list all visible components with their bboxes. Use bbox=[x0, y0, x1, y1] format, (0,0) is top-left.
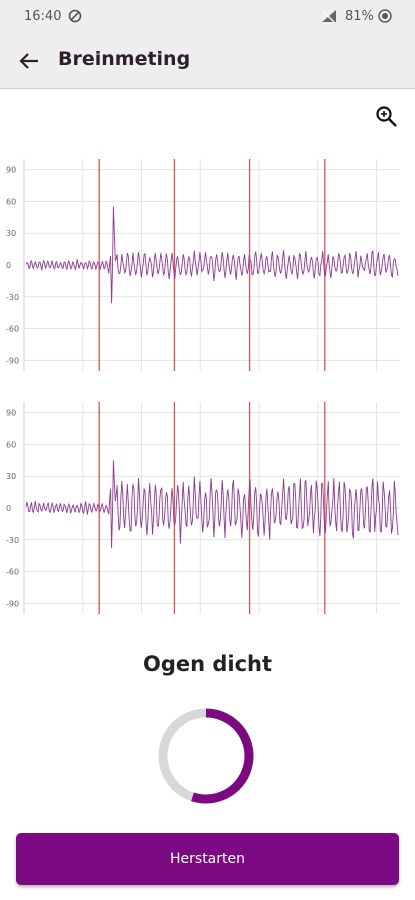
y-tick-label: -30 bbox=[6, 293, 19, 302]
status-time: 16:40 bbox=[24, 9, 62, 24]
do-not-disturb-icon bbox=[68, 9, 82, 23]
y-tick-label: 0 bbox=[6, 261, 11, 270]
restart-button[interactable]: Herstarten bbox=[16, 833, 399, 885]
y-tick-label: 90 bbox=[6, 409, 16, 418]
eeg-chart-2: 90 60 30 0 -30 -60 -90 bbox=[6, 402, 400, 614]
app-bar: Breinmeting bbox=[0, 34, 415, 89]
battery-level: 81% bbox=[345, 9, 374, 24]
eeg-signal-line bbox=[25, 460, 399, 549]
sync-icon bbox=[378, 9, 392, 23]
y-tick-label: 60 bbox=[6, 197, 16, 206]
signal-icon bbox=[322, 10, 336, 23]
progress-ring bbox=[158, 708, 254, 804]
progress-fill bbox=[158, 708, 254, 804]
y-tick-label: 60 bbox=[6, 440, 16, 449]
y-tick-label: 30 bbox=[6, 229, 16, 238]
y-tick-label: 0 bbox=[6, 504, 11, 513]
y-tick-label: 30 bbox=[6, 472, 16, 481]
eeg-chart-1: 90 60 30 0 -30 -60 -90 bbox=[6, 159, 400, 371]
y-tick-label: 90 bbox=[6, 166, 16, 175]
y-tick-label: -60 bbox=[6, 568, 19, 577]
y-tick-label: -60 bbox=[6, 325, 19, 334]
eeg-signal-line bbox=[25, 206, 399, 304]
zoom-in-icon[interactable] bbox=[374, 104, 400, 130]
instruction-label: Ogen dicht bbox=[142, 652, 273, 676]
y-tick-label: -90 bbox=[6, 599, 19, 608]
y-tick-label: -90 bbox=[6, 356, 19, 365]
page-title: Breinmeting bbox=[58, 48, 191, 70]
arrow-left-icon[interactable] bbox=[16, 48, 44, 74]
status-bar: 16:40 81% bbox=[0, 0, 415, 34]
y-tick-label: -30 bbox=[6, 536, 19, 545]
